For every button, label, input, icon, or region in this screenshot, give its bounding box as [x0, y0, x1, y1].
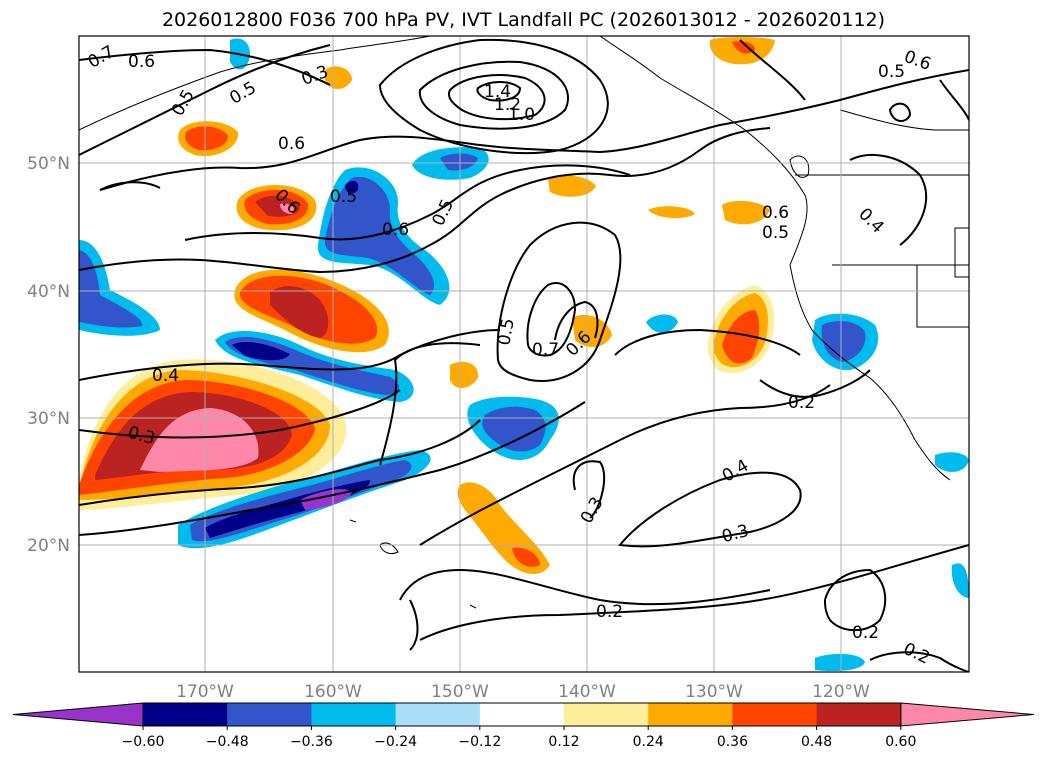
map-title: 2026012800 F036 700 hPa PV, IVT Landfall…: [161, 9, 886, 31]
contour-label: 0.4: [152, 366, 179, 386]
map-frame: [78, 35, 970, 673]
contour-label: 0.7: [532, 340, 559, 360]
colorbar-extend-low: [12, 702, 144, 727]
colorbar-tick-label: −0.12: [458, 734, 501, 750]
colorbar-segment: [395, 703, 481, 726]
contour-label: 0.5: [330, 187, 357, 207]
contour-label: 0.5: [494, 317, 518, 347]
colorbar-segment: [143, 703, 228, 726]
lon-label-160w: 160°W: [304, 682, 362, 702]
pv-shading: [79, 37, 969, 672]
contour-label: 0.6: [128, 52, 155, 72]
contour-label: 0.6: [278, 134, 305, 154]
lat-label-40n: 40°N: [27, 282, 70, 302]
contour-label: 0.6: [762, 203, 789, 223]
colorbar-tick-label: 0.12: [548, 734, 579, 750]
map-content: [79, 36, 969, 672]
contour-label: 0.6: [382, 220, 409, 240]
colorbar-segment: [732, 703, 818, 726]
pv-contours: [79, 38, 969, 672]
contour-label: 0.5: [762, 223, 789, 243]
colorbar-extend-high: [900, 702, 1035, 727]
colorbar-tick-label: −0.36: [290, 734, 333, 750]
colorbar-outline: [142, 702, 902, 727]
colorbar-tick-label: 0.24: [633, 734, 664, 750]
colorbar-segment: [479, 703, 565, 726]
contour-label: 1.2: [494, 95, 521, 115]
colorbar-tick-label: 0.36: [717, 734, 748, 750]
colorbar-tick-label: 0.48: [801, 734, 832, 750]
colorbar-segment: [564, 703, 649, 726]
lat-label-20n: 20°N: [27, 536, 70, 556]
contour-label: 1.4: [484, 82, 511, 102]
lat-label-50n: 50°N: [27, 154, 70, 174]
gridlines: [79, 36, 969, 672]
contour-label: 0.5: [878, 62, 905, 82]
colorbar-segment: [816, 703, 902, 726]
lat-label-30n: 30°N: [27, 409, 70, 429]
longitude-labels: 170°W 160°W 150°W 140°W 130°W 120°W: [176, 682, 870, 702]
lon-label-130w: 130°W: [685, 682, 743, 702]
colorbar-tick-label: 0.60: [885, 734, 916, 750]
lon-label-150w: 150°W: [431, 682, 489, 702]
contour-label: 0.2: [788, 393, 815, 413]
latitude-labels: 50°N 40°N 30°N 20°N: [27, 154, 70, 556]
contour-label: 0.2: [596, 602, 623, 622]
colorbar-tick-label: −0.60: [122, 734, 165, 750]
colorbar: −0.60 −0.48 −0.36 −0.24 −0.12 0.12 0.24 0.36 0.4…: [12, 702, 1035, 750]
colorbar-tick-label: −0.48: [206, 734, 249, 750]
colorbar-segment: [311, 703, 397, 726]
colorbar-segment: [227, 703, 312, 726]
lon-label-170w: 170°W: [176, 682, 234, 702]
colorbar-segment: [648, 703, 733, 726]
lon-label-140w: 140°W: [558, 682, 616, 702]
contour-label: 0.2: [852, 623, 879, 643]
lon-label-120w: 120°W: [812, 682, 870, 702]
contour-label: 1.0: [508, 105, 535, 125]
colorbar-tick-label: −0.24: [374, 734, 417, 750]
